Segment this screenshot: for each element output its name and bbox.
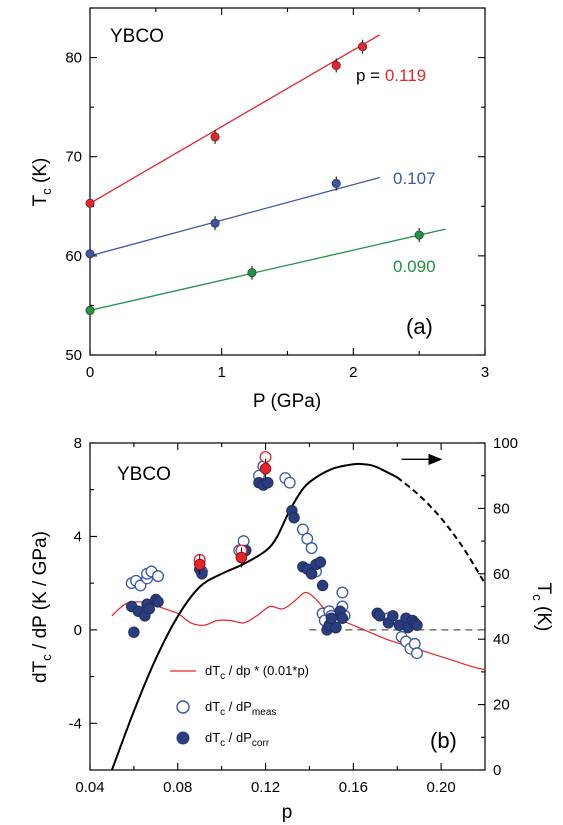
data-point xyxy=(210,218,220,228)
filled-point xyxy=(305,568,318,580)
panel-a-ylabel-main: T xyxy=(30,194,51,206)
red-filled-point xyxy=(259,462,272,475)
data-point xyxy=(85,198,95,208)
open-point xyxy=(152,570,164,583)
data-point xyxy=(247,268,257,278)
panel-a-sample-label: YBCO xyxy=(110,26,164,47)
panel-a-series-label-0107: 0.107 xyxy=(393,169,436,188)
filled-point xyxy=(143,603,155,615)
dtc-dp-curve xyxy=(111,591,486,671)
fit-line xyxy=(89,176,380,257)
y-left-tick-label: 4 xyxy=(74,528,82,545)
filled-point xyxy=(196,568,208,580)
x-tick-label: 0.20 xyxy=(427,779,456,796)
y-right-tick-label: 40 xyxy=(493,631,510,648)
panel-a-ylabel-sub: c xyxy=(39,188,54,195)
x-tick-label: 0.12 xyxy=(251,779,280,796)
y-left-tick-label: 0 xyxy=(74,622,82,639)
filled-point xyxy=(262,477,274,489)
filled-point xyxy=(373,610,386,622)
y-right-tick-label: 0 xyxy=(493,762,501,779)
tc-curve-dashed xyxy=(396,476,486,585)
panel-b-ylabel-left: dTc / dP (K / GPa) xyxy=(30,531,54,683)
legend-item-dtc-dp-corr: dTc / dPcorr xyxy=(205,730,270,749)
series-0119-prefix: p = xyxy=(356,66,385,85)
filled-point xyxy=(288,512,300,524)
y-right-tick-label: 80 xyxy=(493,500,510,517)
filled-point xyxy=(314,556,327,568)
y-left-tick-label: 8 xyxy=(74,435,82,452)
data-point xyxy=(331,178,341,188)
panel-a-series-label-0090: 0.090 xyxy=(393,257,436,276)
x-tick-label: 0.04 xyxy=(75,779,104,796)
x-tick-label: 0.16 xyxy=(339,779,368,796)
data-point xyxy=(331,61,341,71)
fit-line xyxy=(89,228,446,312)
panel-a-fit-lines xyxy=(89,34,446,312)
y-right-tick-label: 60 xyxy=(493,566,510,583)
data-point xyxy=(210,132,220,142)
legend-item-dtc-dp-meas: dTc / dPmeas xyxy=(205,699,276,718)
panel-b-xlabel: p xyxy=(282,802,293,823)
legend-filled-circle-icon xyxy=(176,731,190,745)
filled-point xyxy=(411,619,423,631)
filled-point xyxy=(128,626,140,638)
panel-a-ylabel-unit: (K) xyxy=(30,158,51,189)
y-tick-label: 50 xyxy=(65,347,82,364)
panel-a-series-label-0119: p = 0.119 xyxy=(356,66,426,85)
panel-a-ylabel: Tc (K) xyxy=(30,158,54,207)
open-point xyxy=(336,586,349,599)
y-left-tick-label: -4 xyxy=(69,715,82,732)
open-point xyxy=(296,523,309,536)
legend-item-dtc-dp: dTc / dp * (0.01*p) xyxy=(205,663,309,682)
data-point xyxy=(85,305,95,315)
series-0119-value: 0.119 xyxy=(385,66,426,85)
open-point xyxy=(411,647,423,660)
y-tick-label: 80 xyxy=(65,50,82,67)
x-tick-label: 1 xyxy=(217,364,225,381)
legend-open-circle-icon xyxy=(176,700,190,714)
red-filled-point xyxy=(235,551,248,564)
panel-a-ticks: 0 1 2 3 50 60 70 80 xyxy=(65,7,489,381)
open-point xyxy=(305,542,318,555)
x-tick-label: 3 xyxy=(481,364,489,381)
red-filled-point xyxy=(194,558,206,571)
panel-a-points xyxy=(85,39,424,318)
panel-b-curves xyxy=(110,453,486,771)
panel-b-panel-label: (b) xyxy=(430,728,457,753)
filled-point xyxy=(387,610,399,622)
panel-b-points xyxy=(125,451,423,660)
filled-point xyxy=(330,621,342,634)
y-tick-label: 60 xyxy=(65,248,82,265)
tc-curve xyxy=(110,462,398,771)
panel-b-sample-label: YBCO xyxy=(117,464,171,485)
y-right-tick-label: 20 xyxy=(493,697,510,714)
open-point xyxy=(283,476,296,489)
data-point xyxy=(414,230,424,240)
fit-line xyxy=(89,34,380,204)
x-tick-label: 2 xyxy=(349,364,357,381)
open-point xyxy=(301,532,314,545)
panel-b-ylabel-right: Tc (K) xyxy=(530,583,554,632)
x-tick-label: 0 xyxy=(86,364,94,381)
y-right-tick-label: 100 xyxy=(493,435,518,452)
panel-a-panel-label: (a) xyxy=(406,314,433,339)
filled-point xyxy=(336,612,349,624)
x-tick-label: 0.08 xyxy=(163,779,192,796)
data-point xyxy=(85,249,95,259)
filled-point xyxy=(152,596,164,608)
panel-a-xlabel: P (GPa) xyxy=(253,391,321,412)
panel-b-legend: dTc / dp * (0.01*p) dTc / dPmeas dTc / d… xyxy=(170,663,309,749)
y-tick-label: 70 xyxy=(65,149,82,166)
data-point xyxy=(358,42,368,52)
filled-point xyxy=(316,579,329,592)
